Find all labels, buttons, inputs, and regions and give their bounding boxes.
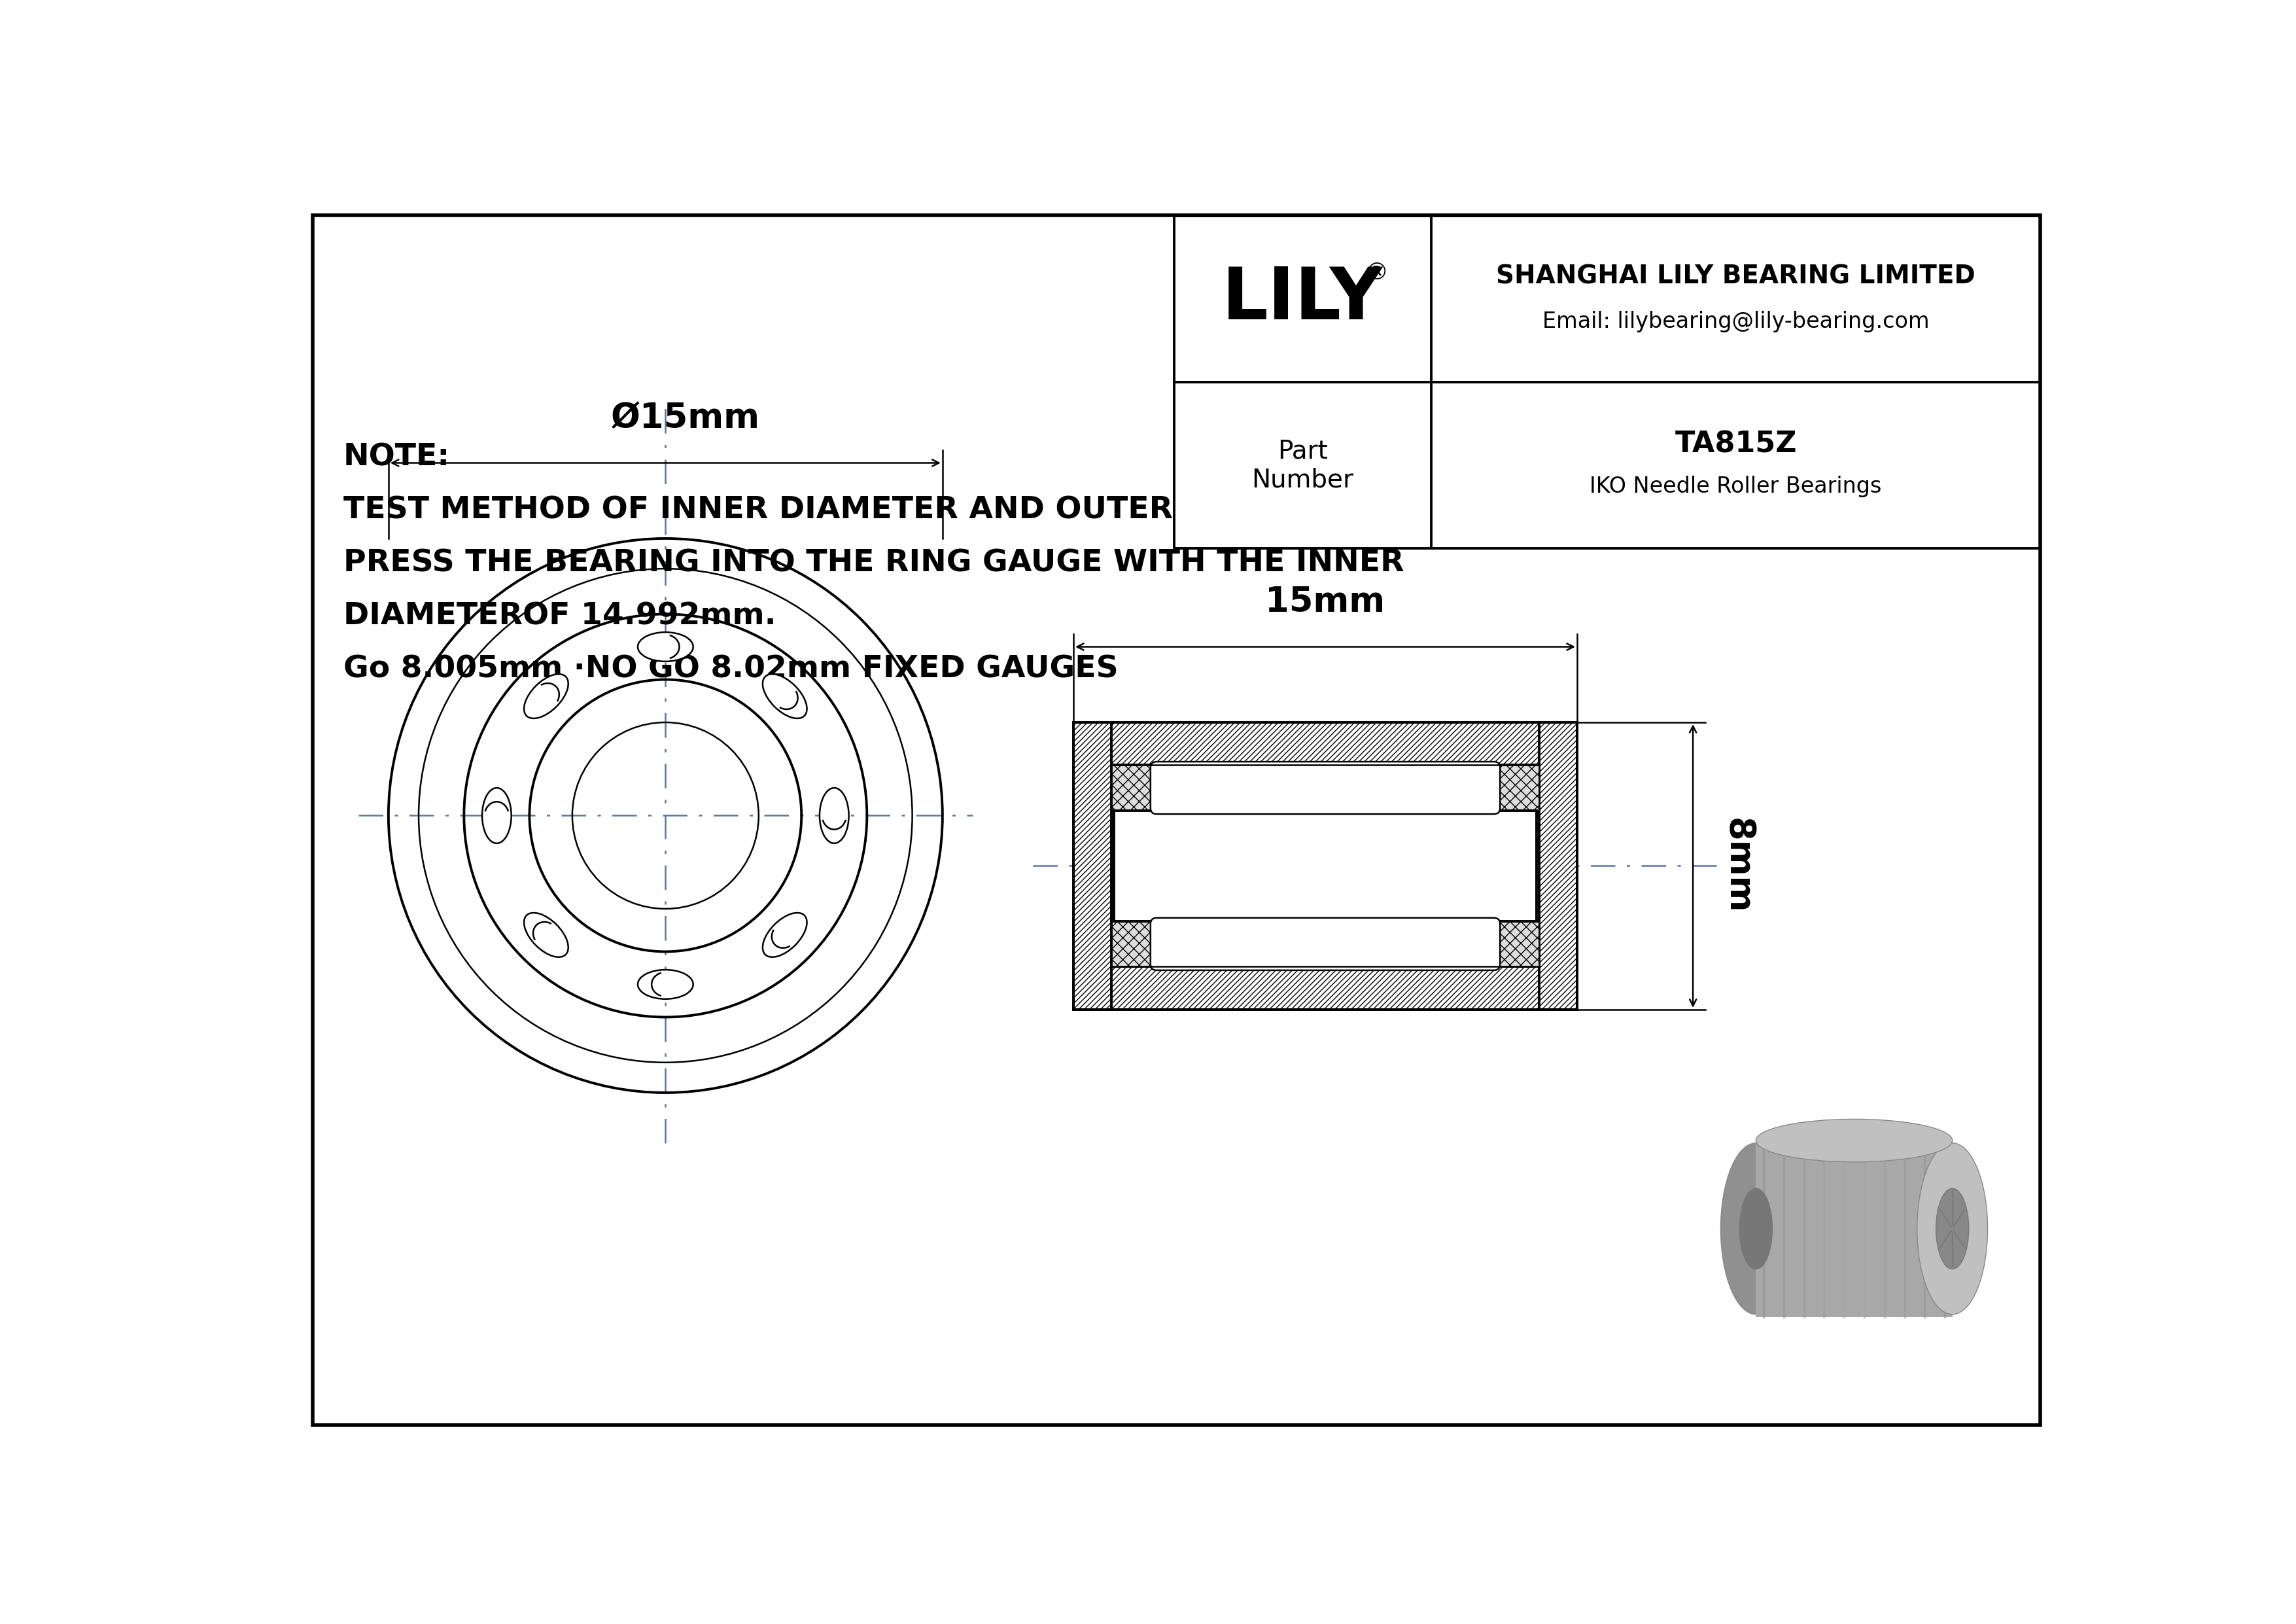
Text: Go 8.005mm ·NO GO 8.02mm FIXED GAUGES: Go 8.005mm ·NO GO 8.02mm FIXED GAUGES bbox=[342, 654, 1118, 684]
Ellipse shape bbox=[1917, 1143, 1988, 1314]
Ellipse shape bbox=[482, 788, 512, 843]
Text: TA815Z: TA815Z bbox=[1674, 430, 1798, 458]
Text: IKO Needle Roller Bearings: IKO Needle Roller Bearings bbox=[1589, 476, 1883, 497]
Ellipse shape bbox=[1740, 1189, 1773, 1268]
FancyBboxPatch shape bbox=[1150, 918, 1499, 970]
Text: ®: ® bbox=[1366, 261, 1389, 284]
Bar bbox=[1075, 723, 1111, 1010]
Text: DIAMETEROF 14.992mm.: DIAMETEROF 14.992mm. bbox=[342, 601, 776, 630]
Bar bbox=[1111, 921, 1162, 966]
Bar bbox=[1075, 723, 1577, 765]
Ellipse shape bbox=[762, 913, 806, 957]
Text: TEST METHOD OF INNER DIAMETER AND OUTER DIAMETER.: TEST METHOD OF INNER DIAMETER AND OUTER … bbox=[342, 495, 1375, 525]
Bar bbox=[1490, 921, 1538, 966]
Ellipse shape bbox=[820, 788, 850, 843]
Bar bbox=[1075, 966, 1577, 1010]
Ellipse shape bbox=[762, 674, 806, 718]
Bar bbox=[1114, 810, 1536, 921]
Text: PRESS THE BEARING INTO THE RING GAUGE WITH THE INNER: PRESS THE BEARING INTO THE RING GAUGE WI… bbox=[342, 549, 1403, 578]
Bar bbox=[1173, 216, 2041, 549]
Bar bbox=[1075, 723, 1577, 1010]
Text: 15mm: 15mm bbox=[1265, 585, 1384, 619]
Text: Part
Number: Part Number bbox=[1251, 438, 1355, 492]
Ellipse shape bbox=[523, 913, 569, 957]
Ellipse shape bbox=[638, 970, 693, 999]
FancyBboxPatch shape bbox=[1150, 762, 1499, 814]
Text: NOTE:: NOTE: bbox=[342, 443, 450, 473]
Ellipse shape bbox=[523, 674, 569, 718]
Bar bbox=[1490, 765, 1538, 810]
Ellipse shape bbox=[1936, 1189, 1968, 1268]
Ellipse shape bbox=[1756, 1119, 1952, 1161]
Bar bbox=[1538, 723, 1577, 1010]
Text: 8mm: 8mm bbox=[1720, 818, 1754, 914]
Ellipse shape bbox=[1720, 1143, 1791, 1314]
Bar bbox=[1756, 1140, 1952, 1317]
Text: SHANGHAI LILY BEARING LIMITED: SHANGHAI LILY BEARING LIMITED bbox=[1497, 265, 1975, 289]
Text: LILY: LILY bbox=[1221, 265, 1382, 335]
Text: Ø15mm: Ø15mm bbox=[611, 401, 760, 435]
Text: Email: lilybearing@lily-bearing.com: Email: lilybearing@lily-bearing.com bbox=[1543, 312, 1929, 333]
Ellipse shape bbox=[638, 632, 693, 661]
Bar bbox=[1111, 765, 1162, 810]
